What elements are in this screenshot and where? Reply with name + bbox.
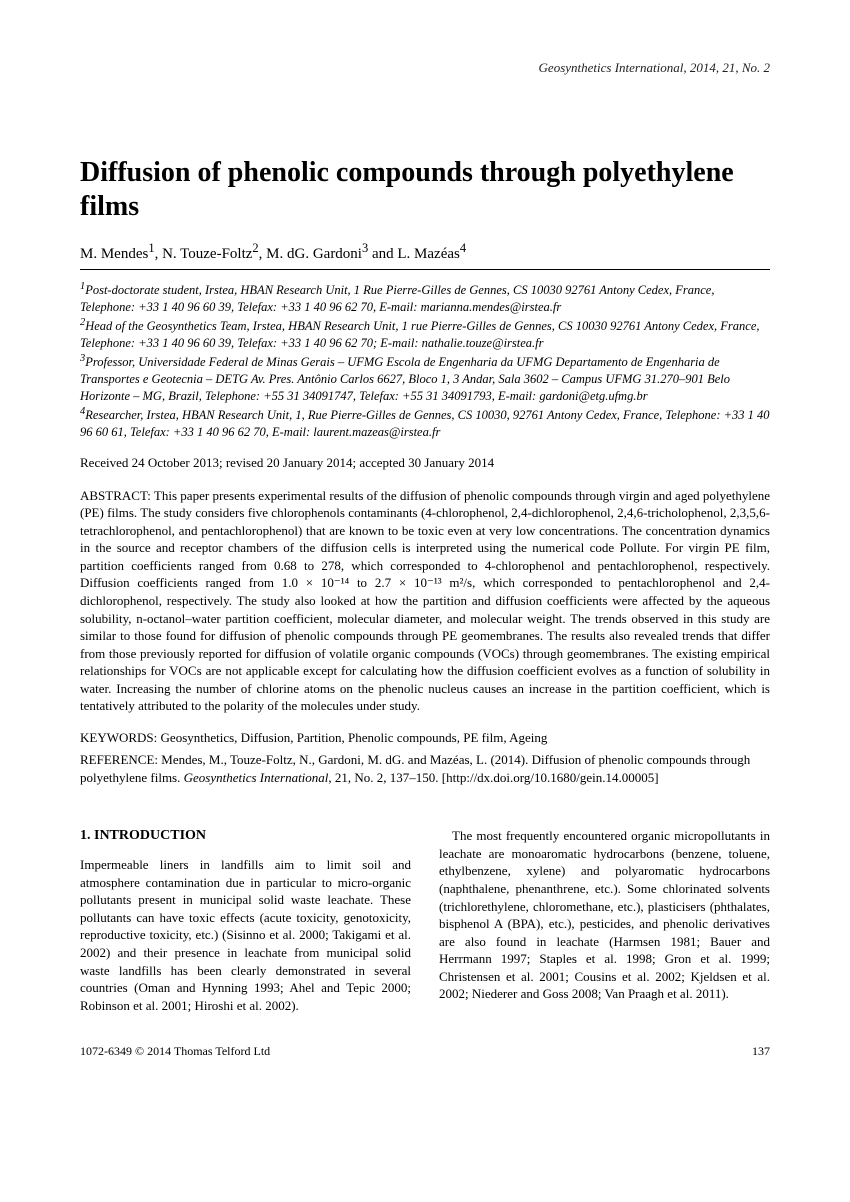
intro-para-1: Impermeable liners in landfills aim to l… <box>80 856 411 1014</box>
abstract-label: ABSTRACT: <box>80 488 151 503</box>
authors: M. Mendes1, N. Touze-Foltz2, M. dG. Gard… <box>80 241 770 263</box>
reference-tail: , 21, No. 2, 137–150. [http://dx.doi.org… <box>328 770 658 785</box>
column-left: 1. INTRODUCTION Impermeable liners in la… <box>80 827 411 1014</box>
keywords-label: KEYWORDS: <box>80 730 157 745</box>
article-title: Diffusion of phenolic compounds through … <box>80 156 770 223</box>
keywords: KEYWORDS: Geosynthetics, Diffusion, Part… <box>80 729 770 747</box>
column-right: The most frequently encountered organic … <box>439 827 770 1014</box>
footer-copyright: 1072-6349 © 2014 Thomas Telford Ltd <box>80 1044 270 1059</box>
intro-para-2: The most frequently encountered organic … <box>439 827 770 1002</box>
reference-journal: Geosynthetics International <box>184 770 329 785</box>
title-rule <box>80 269 770 270</box>
affiliations: 1Post-doctorate student, Irstea, HBAN Re… <box>80 280 770 441</box>
received-dates: Received 24 October 2013; revised 20 Jan… <box>80 455 770 471</box>
page-number: 137 <box>752 1044 770 1059</box>
running-head: Geosynthetics International, 2014, 21, N… <box>80 60 770 76</box>
keywords-text: Geosynthetics, Diffusion, Partition, Phe… <box>161 730 548 745</box>
reference: REFERENCE: Mendes, M., Touze-Foltz, N., … <box>80 751 770 787</box>
abstract: ABSTRACT: This paper presents experiment… <box>80 487 770 715</box>
section-1-title: 1. INTRODUCTION <box>80 827 411 846</box>
reference-label: REFERENCE: <box>80 752 158 767</box>
abstract-text: This paper presents experimental results… <box>80 488 770 714</box>
